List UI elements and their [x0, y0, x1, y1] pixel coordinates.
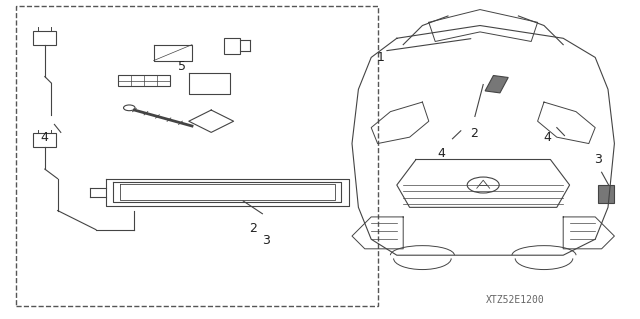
- Bar: [598, 185, 614, 203]
- Bar: [118, 75, 170, 86]
- Text: 2: 2: [470, 128, 477, 140]
- Text: 2: 2: [249, 222, 257, 234]
- Text: 3: 3: [595, 153, 602, 166]
- Text: XTZ52E1200: XTZ52E1200: [486, 295, 545, 305]
- Bar: [16, 6, 378, 306]
- Text: 4: 4: [543, 131, 551, 144]
- Bar: [33, 31, 56, 45]
- Text: 4: 4: [438, 147, 445, 160]
- Text: 1: 1: [377, 51, 385, 64]
- Bar: [485, 76, 508, 93]
- Text: 5: 5: [179, 61, 186, 73]
- Text: 3: 3: [262, 234, 269, 247]
- Bar: [224, 38, 240, 54]
- Text: 4: 4: [41, 131, 49, 144]
- Bar: [33, 133, 56, 147]
